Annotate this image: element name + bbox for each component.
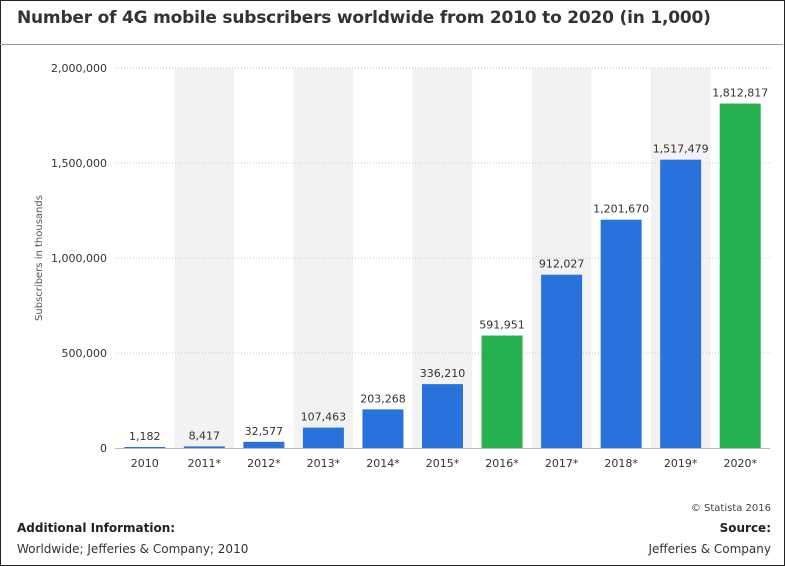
title-divider <box>0 44 783 45</box>
bar-2015 <box>422 384 463 448</box>
value-label: 8,417 <box>189 429 221 442</box>
source-heading: Source: <box>719 521 771 535</box>
value-label: 1,182 <box>129 430 161 443</box>
y-tick-label: 1,500,000 <box>51 157 107 170</box>
x-tick-label: 2014* <box>366 457 400 470</box>
source-text: Jefferies & Company <box>648 542 771 556</box>
y-axis-title: Subscribers in thousands <box>34 195 45 321</box>
x-tick-label: 2017* <box>545 457 579 470</box>
value-label: 1,517,479 <box>653 143 709 156</box>
x-tick-label: 2020* <box>723 457 757 470</box>
bar-chart: 0 500,000 1,000,000 1,500,000 2,000,000 Subsc… <box>34 62 770 470</box>
x-tick-label: 2013* <box>307 457 341 470</box>
bar-2020 <box>719 103 761 449</box>
bar-2014 <box>362 409 404 448</box>
x-tick-label: 2016* <box>485 457 519 470</box>
bar-2016 <box>481 335 523 448</box>
x-tick-label: 2018* <box>604 457 638 470</box>
bar-2012 <box>243 441 285 448</box>
additional-info-text: Worldwide; Jefferies & Company; 2010 <box>17 542 249 556</box>
value-label: 591,951 <box>479 319 525 332</box>
value-label: 32,577 <box>245 425 284 438</box>
value-label: 336,210 <box>420 367 466 380</box>
value-label: 1,201,670 <box>593 203 649 216</box>
bar-2010 <box>124 447 166 448</box>
x-tick-label: 2019* <box>664 457 698 470</box>
value-label: 1,812,817 <box>712 87 768 100</box>
bar-2019 <box>660 159 702 448</box>
value-label: 912,027 <box>539 258 585 271</box>
copyright-notice: © Statista 2016 <box>690 503 771 514</box>
y-tick-label: 2,000,000 <box>51 62 107 75</box>
y-tick-label: 0 <box>100 442 107 455</box>
bar-2011 <box>183 446 225 448</box>
bar-2013 <box>302 427 344 448</box>
x-tick-label: 2012* <box>247 457 281 470</box>
chart-title: Number of 4G mobile subscribers worldwid… <box>17 8 711 28</box>
additional-info-heading: Additional Information: <box>17 521 176 535</box>
bar-2017 <box>541 274 583 448</box>
value-label: 107,463 <box>301 411 347 424</box>
y-tick-label: 500,000 <box>62 347 108 360</box>
value-label: 203,268 <box>360 392 406 405</box>
background-band <box>293 68 354 448</box>
x-tick-label: 2015* <box>426 457 460 470</box>
x-tick-label: 2011* <box>188 457 222 470</box>
bar-2018 <box>600 219 642 448</box>
y-tick-label: 1,000,000 <box>51 252 107 265</box>
x-tick-label: 2010 <box>131 457 159 470</box>
background-band <box>174 68 235 448</box>
